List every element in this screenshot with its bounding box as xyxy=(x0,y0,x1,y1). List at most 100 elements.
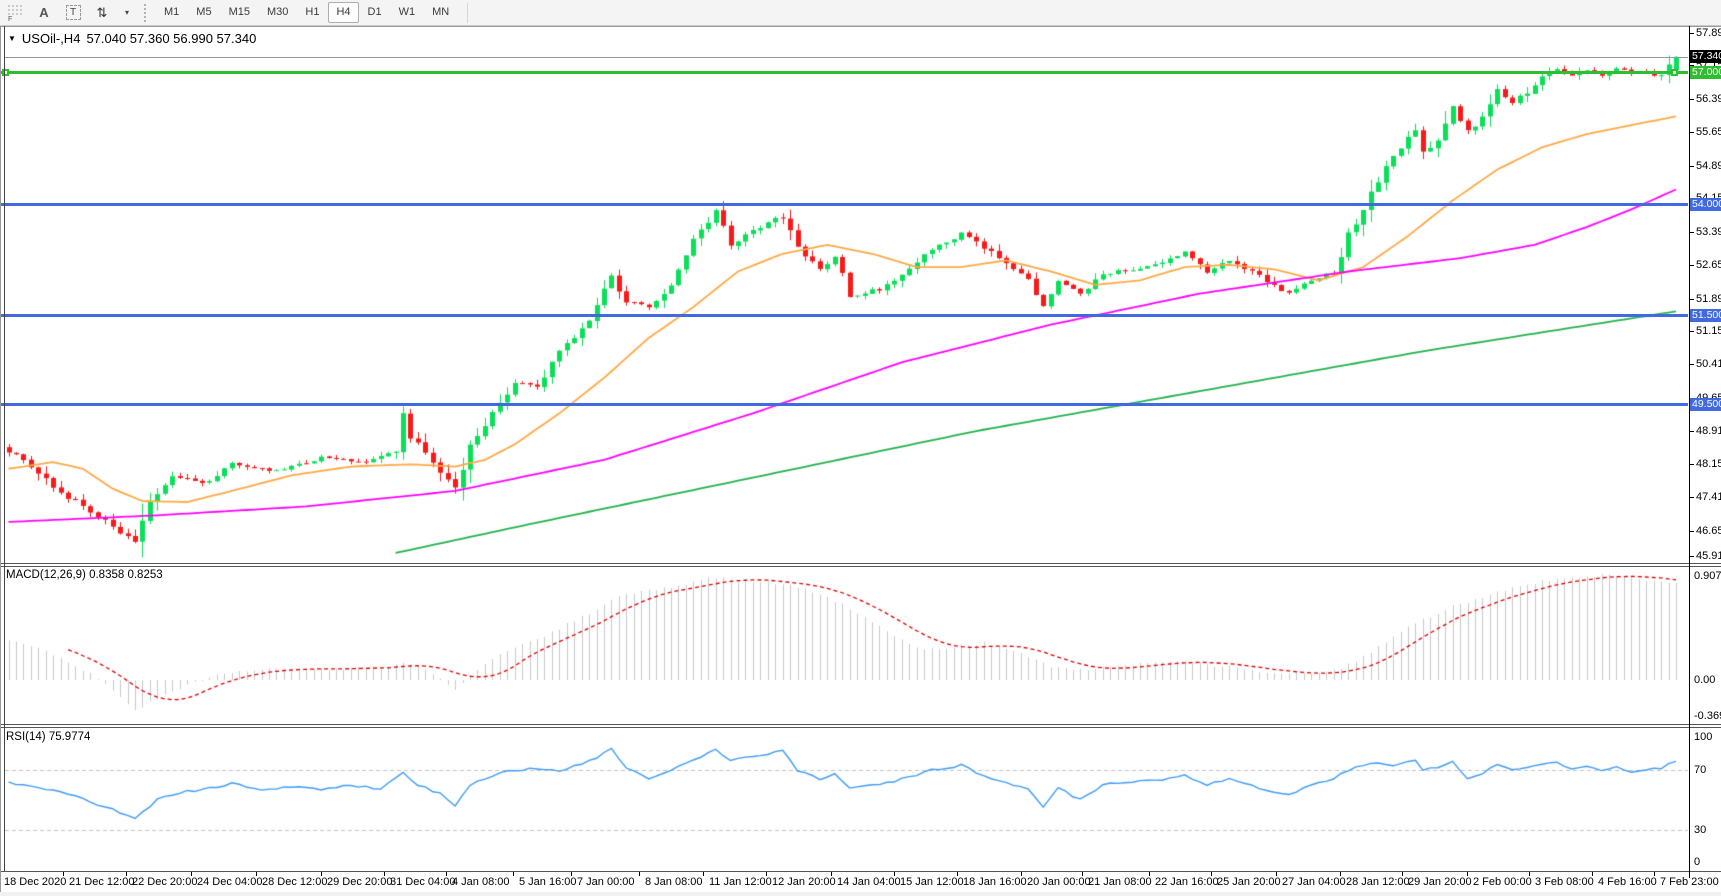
price-badge-49.500: 49.500 xyxy=(1690,398,1721,411)
price-tick-label: 52.650 xyxy=(1696,259,1721,271)
chart-top-border xyxy=(0,26,1721,27)
rsi-indicator-label: RSI(14) 75.9774 xyxy=(6,731,91,743)
time-axis-label: 18 Jan 16:00 xyxy=(963,876,1027,888)
time-axis-label: 22 Jan 16:00 xyxy=(1155,876,1219,888)
time-axis-label: 2 Feb 00:00 xyxy=(1473,876,1532,888)
chart-symbol-timeframe: USOil-,H4 xyxy=(21,31,81,46)
price-tick-label: 53.390 xyxy=(1696,226,1721,238)
time-axis-label: 5 Jan 16:00 xyxy=(519,876,577,888)
bid-price-line xyxy=(5,57,1688,58)
price-tick-label: 48.910 xyxy=(1696,425,1721,437)
price-tick-label: 54.890 xyxy=(1696,160,1721,172)
price-badge-54.000: 54.000 xyxy=(1690,198,1721,211)
timeframe-button-h1[interactable]: H1 xyxy=(305,6,320,18)
price-tick-label: 56.390 xyxy=(1696,93,1721,105)
time-axis-label: 28 Dec 12:00 xyxy=(262,876,328,888)
time-axis-label: 22 Dec 20:00 xyxy=(132,876,198,888)
toolbar: F A T ⇅ ▾ M1 M5 M15 M30 H1 H4 D1 W1 MN xyxy=(0,0,1721,26)
chart-left-border xyxy=(0,26,1,896)
chart-left-border-inner xyxy=(4,26,5,871)
toolbar-grip[interactable] xyxy=(144,3,150,22)
price-tick-label: 51.150 xyxy=(1696,325,1721,337)
price-tick-label: 55.650 xyxy=(1696,126,1721,138)
time-axis-label: 20 Jan 00:00 xyxy=(1027,876,1091,888)
price-tick-label: 51.890 xyxy=(1696,293,1721,305)
rsi-pane[interactable] xyxy=(5,728,1689,871)
horizontal-line-54.000[interactable] xyxy=(1,203,1688,206)
chart-dropdown-icon[interactable]: ▼ xyxy=(8,34,16,43)
price-badge-51.500: 51.500 xyxy=(1690,309,1721,322)
time-axis-label: 29 Dec 20:00 xyxy=(327,876,393,888)
horizontal-line-51.500[interactable] xyxy=(1,314,1688,317)
price-axis[interactable] xyxy=(1690,27,1721,871)
macd-indicator-label: MACD(12,26,9) 0.8358 0.8253 xyxy=(6,569,163,581)
time-axis-label: 21 Jan 08:00 xyxy=(1088,876,1152,888)
window-bottom-strip xyxy=(0,892,1721,896)
macd-scale-label: -0.369 xyxy=(1694,710,1721,722)
time-axis-label: 4 Jan 08:00 xyxy=(452,876,510,888)
macd-scale-label: 0.9072 xyxy=(1694,570,1721,582)
time-axis-label: 4 Feb 16:00 xyxy=(1598,876,1657,888)
dropdown-caret-icon[interactable]: ▾ xyxy=(124,8,129,17)
time-axis-label: 12 Jan 20:00 xyxy=(772,876,836,888)
macd-scale-label: 0.00 xyxy=(1694,674,1716,686)
timeframe-button-mn[interactable]: MN xyxy=(432,6,450,18)
price-tick-label: 50.410 xyxy=(1696,358,1721,370)
time-axis-label: 8 Jan 08:00 xyxy=(645,876,703,888)
time-axis-label: 15 Jan 12:00 xyxy=(900,876,964,888)
price-pane[interactable] xyxy=(5,27,1689,563)
price-badge-57.000: 57.000 xyxy=(1690,66,1721,79)
chart-title: ▼ USOil-,H4 57.040 57.360 56.990 57.340 xyxy=(8,31,256,46)
time-axis-label: 28 Jan 12:00 xyxy=(1346,876,1410,888)
time-axis-label: 27 Jan 04:00 xyxy=(1282,876,1346,888)
toolbar-separator xyxy=(467,2,469,23)
time-axis-label: 31 Dec 04:00 xyxy=(390,876,456,888)
price-macd-separator[interactable] xyxy=(0,563,1721,564)
rsi-time-separator xyxy=(0,871,1721,872)
text-box-t-glyph: T xyxy=(65,5,81,20)
chart-ohlc-values: 57.040 57.360 56.990 57.340 xyxy=(86,31,257,46)
macd-pane[interactable] xyxy=(5,568,1689,723)
timeframe-button-m30[interactable]: M30 xyxy=(266,6,289,18)
time-axis-label: 21 Dec 12:00 xyxy=(69,876,135,888)
toolbar-icon-group: F A T ⇅ ▾ xyxy=(0,4,142,22)
timeframe-button-m5[interactable]: M5 xyxy=(196,6,212,18)
horizontal-line-49.500[interactable] xyxy=(1,403,1688,406)
grid-f-icon[interactable]: F xyxy=(6,4,24,22)
timeframe-button-w1[interactable]: W1 xyxy=(398,6,416,18)
timeframe-button-m15[interactable]: M15 xyxy=(228,6,250,18)
svg-text:F: F xyxy=(8,16,12,21)
time-axis-label: 3 Feb 08:00 xyxy=(1535,876,1594,888)
price-tick-label: 45.910 xyxy=(1696,550,1721,562)
macd-rsi-separator-2 xyxy=(0,727,1721,728)
timeframe-button-h4[interactable]: H4 xyxy=(328,2,359,23)
time-axis-label: 18 Dec 2020 xyxy=(4,876,67,888)
cycle-arrows-icon[interactable]: ⇅ xyxy=(96,4,108,20)
timeframe-button-d1[interactable]: D1 xyxy=(367,6,382,18)
time-axis-label: 24 Dec 04:00 xyxy=(197,876,263,888)
price-badge-57.340: 57.340 xyxy=(1690,50,1721,63)
timeframe-group: M1 M5 M15 M30 H1 H4 D1 W1 MN xyxy=(156,2,457,23)
rsi-scale-label: 30 xyxy=(1694,824,1707,836)
rsi-scale-label: 0 xyxy=(1694,856,1701,868)
price-macd-separator-2 xyxy=(0,566,1721,567)
time-axis-label: 14 Jan 04:00 xyxy=(837,876,901,888)
timeframe-button-m1[interactable]: M1 xyxy=(164,6,180,18)
time-axis-label: 7 Jan 00:00 xyxy=(577,876,635,888)
time-axis-label: 29 Jan 20:00 xyxy=(1408,876,1472,888)
price-tick-label: 47.410 xyxy=(1696,491,1721,503)
horizontal-line-57.000[interactable] xyxy=(1,71,1688,74)
macd-rsi-separator[interactable] xyxy=(0,724,1721,725)
price-tick-label: 48.150 xyxy=(1696,458,1721,470)
rsi-scale-label: 100 xyxy=(1694,731,1713,743)
text-box-t-icon[interactable]: T xyxy=(64,4,82,22)
price-tick-label: 46.650 xyxy=(1696,525,1721,537)
time-axis-label: 25 Jan 20:00 xyxy=(1217,876,1281,888)
font-a-icon[interactable]: A xyxy=(39,5,49,20)
time-axis-label: 11 Jan 12:00 xyxy=(709,876,772,888)
rsi-scale-label: 70 xyxy=(1694,764,1707,776)
price-axis-border xyxy=(1689,26,1690,878)
hline-right-handle[interactable] xyxy=(1671,69,1678,76)
price-tick-label: 57.890 xyxy=(1696,27,1721,39)
